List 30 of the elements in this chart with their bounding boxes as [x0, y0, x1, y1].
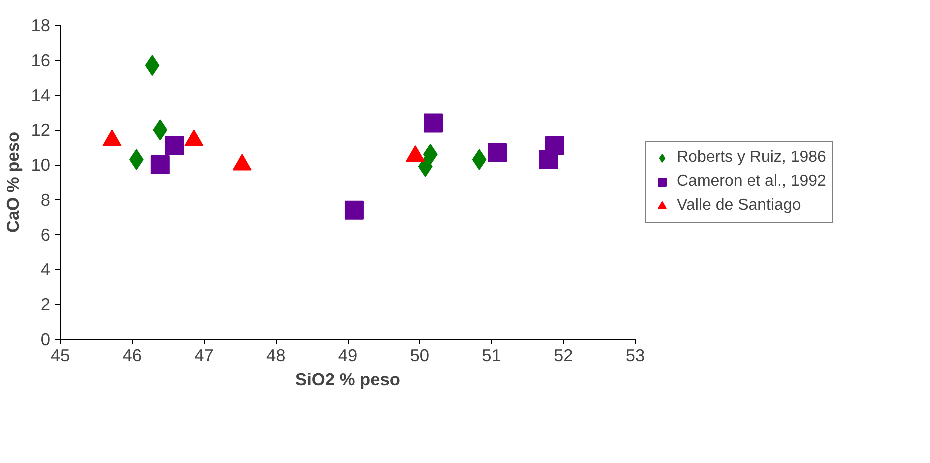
y-tick-label: 2: [40, 294, 51, 315]
x-tick-label: 47: [194, 346, 214, 366]
point: [150, 156, 170, 175]
y-tick-label: 18: [31, 16, 51, 36]
legend-label: Roberts y Ruiz, 1986: [677, 149, 826, 167]
x-tick-label: 50: [410, 346, 430, 366]
legend-label: Valle de Santiago: [677, 197, 802, 215]
y-tick-label: 14: [31, 85, 51, 106]
y-axis-title: CaO % peso: [3, 132, 24, 234]
x-tick-label: 49: [338, 346, 358, 366]
legend-label: Cameron et al., 1992: [677, 173, 826, 191]
y-tick-label: 8: [40, 190, 51, 210]
point: [488, 143, 507, 162]
point: [424, 114, 444, 133]
point: [344, 200, 364, 220]
x-tick-label: 52: [554, 346, 574, 366]
x-axis-title: SiO2 % peso: [296, 370, 400, 390]
x-tick-label: 53: [626, 346, 646, 366]
x-tick-label: 45: [50, 346, 70, 366]
x-tick-label: 51: [482, 346, 502, 366]
x-tick-label: 46: [122, 346, 142, 366]
y-tick-label: 0: [40, 330, 51, 350]
point: [546, 136, 564, 156]
x-tick-label: 48: [266, 346, 286, 366]
y-tick-label: 16: [31, 50, 51, 70]
y-tick-label: 4: [40, 260, 51, 280]
y-tick-label: 12: [31, 120, 51, 140]
point: [165, 136, 184, 156]
y-tick-label: 10: [31, 155, 51, 176]
y-tick-label: 6: [40, 224, 51, 245]
